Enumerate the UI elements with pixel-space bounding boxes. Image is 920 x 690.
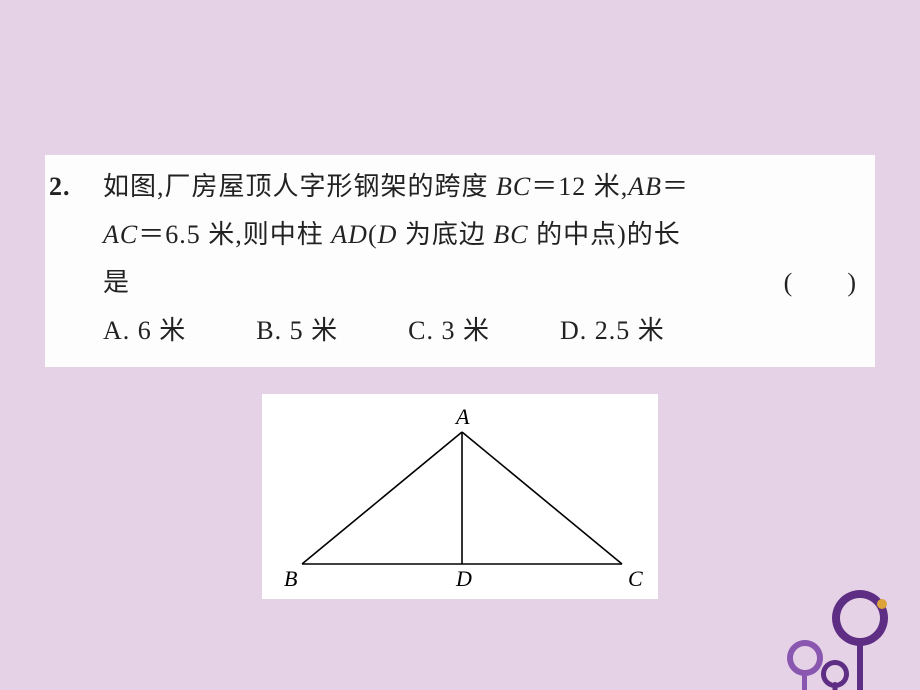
- option-d[interactable]: D. 2.5 米: [560, 307, 665, 355]
- val2: 6.5: [165, 220, 201, 249]
- paren-open: (: [368, 220, 378, 249]
- eq2: ＝: [662, 172, 689, 201]
- var-ac: AC: [103, 220, 138, 249]
- q1-text-a: 如图,厂房屋顶人字形钢架的跨度: [103, 172, 496, 201]
- option-b[interactable]: B. 5 米: [256, 307, 338, 355]
- question-line-2: AC＝6.5 米,则中柱 AD(D 为底边 BC 的中点)的长: [73, 211, 857, 259]
- question-line-3: 是 ( ): [73, 259, 857, 307]
- svg-text:C: C: [628, 566, 643, 591]
- answer-paren: ( ): [784, 259, 857, 307]
- eq3: ＝: [138, 220, 165, 249]
- var-bc: BC: [496, 172, 531, 201]
- figure-box: A B C D: [262, 394, 658, 599]
- var-ad: AD: [331, 220, 368, 249]
- eq1: ＝: [531, 172, 558, 201]
- unit1: 米,: [586, 172, 628, 201]
- question-box: 2. 如图,厂房屋顶人字形钢架的跨度 BC＝12 米,AB＝ AC＝6.5 米,…: [45, 155, 875, 367]
- q3-text: 是: [103, 259, 130, 307]
- svg-text:B: B: [284, 566, 297, 591]
- triangle-figure: A B C D: [262, 394, 658, 599]
- decoration-icon: [750, 560, 900, 690]
- var-bc2: BC: [493, 220, 528, 249]
- slide-page: 2. 如图,厂房屋顶人字形钢架的跨度 BC＝12 米,AB＝ AC＝6.5 米,…: [0, 0, 920, 690]
- options-row: A. 6 米 B. 5 米 C. 3 米 D. 2.5 米: [73, 307, 857, 355]
- question-line-1: 2. 如图,厂房屋顶人字形钢架的跨度 BC＝12 米,AB＝: [73, 163, 857, 211]
- mid-txt: 为底边: [397, 220, 493, 249]
- unit2: 米,则中柱: [201, 220, 332, 249]
- var-ab: AB: [628, 172, 662, 201]
- svg-text:A: A: [454, 404, 470, 429]
- option-a[interactable]: A. 6 米: [103, 307, 186, 355]
- val1: 12: [558, 172, 586, 201]
- mid-txt2: 的中点)的长: [529, 220, 681, 249]
- question-number: 2.: [49, 163, 71, 211]
- svg-text:D: D: [455, 566, 472, 591]
- option-c[interactable]: C. 3 米: [408, 307, 490, 355]
- var-d2: D: [378, 220, 398, 249]
